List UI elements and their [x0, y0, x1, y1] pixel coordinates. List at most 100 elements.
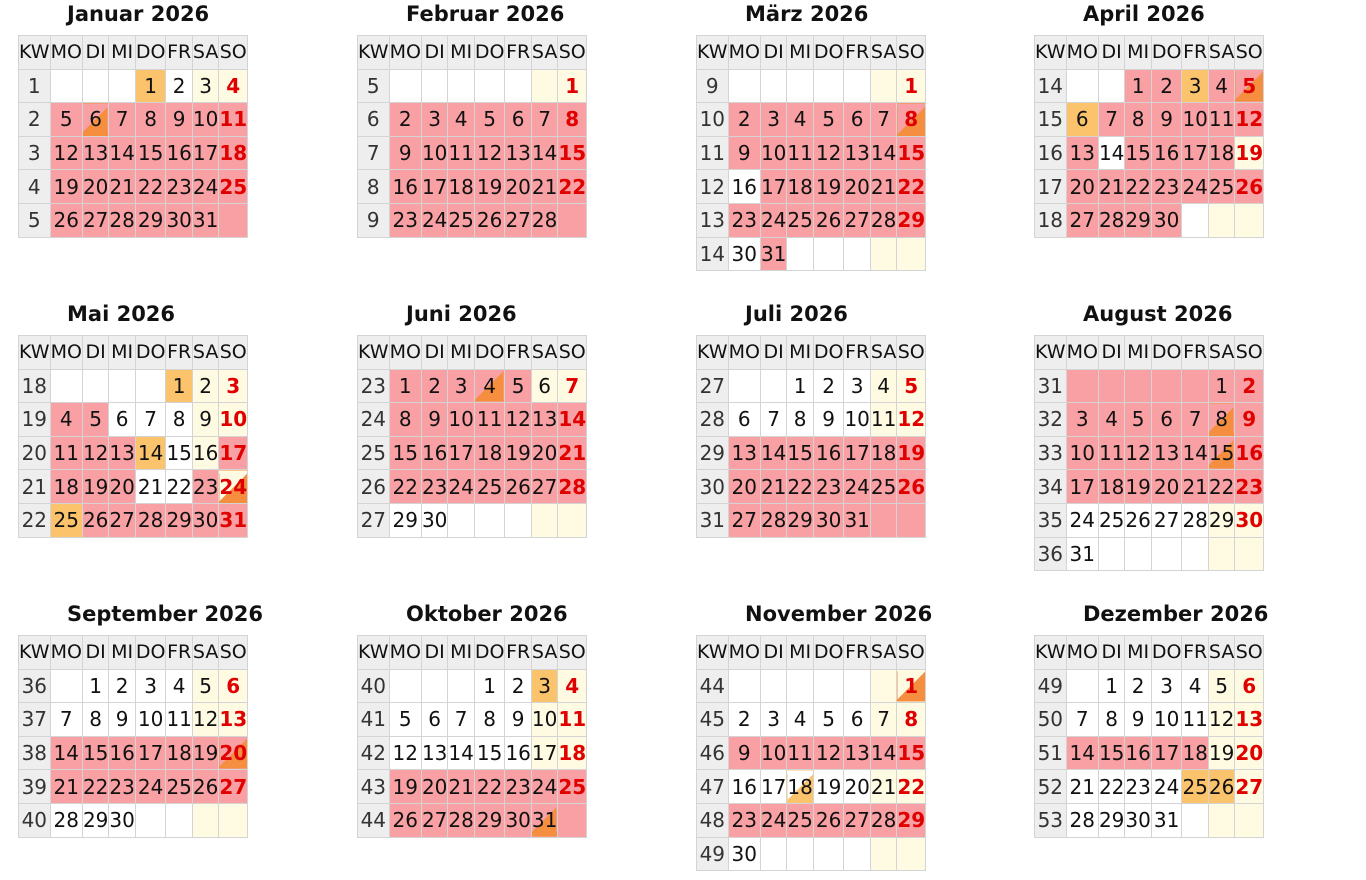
day-cell[interactable]: 4 — [786, 702, 814, 737]
day-cell[interactable]: 20 — [504, 169, 532, 204]
day-cell[interactable]: 4 — [1097, 402, 1126, 437]
day-cell[interactable]: 3 — [1065, 402, 1099, 437]
day-cell[interactable]: 13 — [81, 135, 110, 171]
day-cell[interactable]: 29 — [786, 502, 814, 538]
day-cell[interactable]: 8 — [1207, 402, 1236, 437]
day-cell[interactable]: 14 — [134, 435, 167, 471]
day-cell[interactable]: 24 — [1181, 169, 1209, 204]
day-cell[interactable]: 22 — [388, 469, 422, 504]
day-cell[interactable]: 26 — [388, 802, 422, 838]
day-cell[interactable]: 13 — [218, 702, 249, 737]
day-cell[interactable]: 13 — [1234, 702, 1265, 737]
day-cell[interactable]: 23 — [1124, 769, 1152, 804]
day-cell[interactable]: 20 — [727, 469, 761, 504]
day-cell[interactable]: 26 — [191, 769, 220, 804]
day-cell[interactable]: 28 — [530, 202, 559, 238]
day-cell[interactable]: 28 — [557, 469, 588, 504]
day-cell[interactable]: 3 — [447, 368, 475, 404]
day-cell[interactable]: 25 — [869, 469, 898, 504]
day-cell[interactable]: 29 — [1124, 202, 1152, 238]
day-cell[interactable]: 26 — [812, 202, 845, 238]
day-cell[interactable]: 24 — [530, 769, 559, 804]
day-cell[interactable]: 26 — [1124, 502, 1152, 538]
day-cell[interactable]: 21 — [134, 469, 167, 504]
day-cell[interactable]: 8 — [388, 402, 422, 437]
day-cell[interactable]: 9 — [1150, 102, 1183, 137]
day-cell[interactable]: 1 — [1097, 668, 1126, 704]
day-cell[interactable]: 18 — [786, 169, 814, 204]
day-cell[interactable]: 6 — [1150, 402, 1183, 437]
day-cell[interactable]: 5 — [1207, 668, 1236, 704]
day-cell[interactable]: 13 — [1150, 435, 1183, 471]
day-cell[interactable]: 6 — [530, 368, 559, 404]
day-cell[interactable]: 9 — [504, 702, 532, 737]
day-cell[interactable]: 9 — [108, 702, 136, 737]
day-cell[interactable]: 12 — [812, 735, 845, 771]
day-cell[interactable]: 28 — [759, 502, 788, 538]
day-cell[interactable]: 11 — [557, 702, 588, 737]
day-cell[interactable]: 31 — [191, 202, 220, 238]
day-cell[interactable]: 31 — [218, 502, 249, 538]
day-cell[interactable]: 27 — [1234, 769, 1265, 804]
day-cell[interactable]: 15 — [134, 135, 167, 171]
day-cell[interactable]: 22 — [896, 169, 927, 204]
day-cell[interactable]: 26 — [473, 202, 506, 238]
day-cell[interactable]: 14 — [1097, 135, 1126, 171]
day-cell[interactable]: 9 — [727, 735, 761, 771]
day-cell[interactable]: 12 — [1207, 702, 1236, 737]
day-cell[interactable]: 31 — [759, 236, 788, 272]
day-cell[interactable]: 19 — [388, 769, 422, 804]
day-cell[interactable]: 27 — [1150, 502, 1183, 538]
day-cell[interactable]: 19 — [896, 435, 927, 471]
day-cell[interactable]: 8 — [1124, 102, 1152, 137]
day-cell[interactable]: 28 — [49, 802, 83, 838]
day-cell[interactable]: 15 — [896, 135, 927, 171]
day-cell[interactable]: 22 — [134, 169, 167, 204]
day-cell[interactable]: 7 — [869, 702, 898, 737]
day-cell[interactable]: 8 — [134, 102, 167, 137]
day-cell[interactable]: 29 — [388, 502, 422, 538]
day-cell[interactable]: 20 — [108, 469, 136, 504]
day-cell[interactable]: 12 — [812, 135, 845, 171]
day-cell[interactable]: 28 — [134, 502, 167, 538]
day-cell[interactable]: 24 — [759, 802, 788, 838]
day-cell[interactable]: 9 — [388, 135, 422, 171]
day-cell[interactable]: 7 — [759, 402, 788, 437]
day-cell[interactable]: 22 — [896, 769, 927, 804]
day-cell[interactable]: 29 — [896, 202, 927, 238]
day-cell[interactable]: 12 — [1234, 102, 1265, 137]
day-cell[interactable]: 19 — [1207, 735, 1236, 771]
day-cell[interactable]: 6 — [843, 702, 871, 737]
day-cell[interactable]: 18 — [1097, 469, 1126, 504]
day-cell[interactable]: 25 — [473, 469, 506, 504]
day-cell[interactable]: 14 — [759, 435, 788, 471]
day-cell[interactable]: 8 — [473, 702, 506, 737]
day-cell[interactable]: 15 — [81, 735, 110, 771]
day-cell[interactable]: 25 — [1181, 769, 1209, 804]
day-cell[interactable]: 31 — [843, 502, 871, 538]
day-cell[interactable]: 13 — [1065, 135, 1099, 171]
day-cell[interactable]: 2 — [727, 102, 761, 137]
day-cell[interactable]: 21 — [557, 435, 588, 471]
day-cell[interactable]: 23 — [812, 469, 845, 504]
day-cell[interactable]: 5 — [812, 702, 845, 737]
day-cell[interactable]: 19 — [49, 169, 83, 204]
day-cell[interactable]: 1 — [786, 368, 814, 404]
day-cell[interactable]: 29 — [473, 802, 506, 838]
day-cell[interactable]: 3 — [191, 68, 220, 104]
day-cell[interactable]: 16 — [191, 435, 220, 471]
day-cell[interactable]: 6 — [108, 402, 136, 437]
day-cell[interactable]: 18 — [786, 769, 814, 804]
day-cell[interactable]: 10 — [759, 135, 788, 171]
day-cell[interactable]: 21 — [530, 169, 559, 204]
day-cell[interactable]: 6 — [843, 102, 871, 137]
day-cell[interactable]: 22 — [473, 769, 506, 804]
day-cell[interactable]: 3 — [759, 702, 788, 737]
day-cell[interactable]: 8 — [896, 102, 927, 137]
day-cell[interactable]: 24 — [134, 769, 167, 804]
day-cell[interactable]: 5 — [896, 368, 927, 404]
day-cell[interactable]: 17 — [134, 735, 167, 771]
day-cell[interactable]: 10 — [191, 102, 220, 137]
day-cell[interactable]: 25 — [1097, 502, 1126, 538]
day-cell[interactable]: 20 — [843, 769, 871, 804]
